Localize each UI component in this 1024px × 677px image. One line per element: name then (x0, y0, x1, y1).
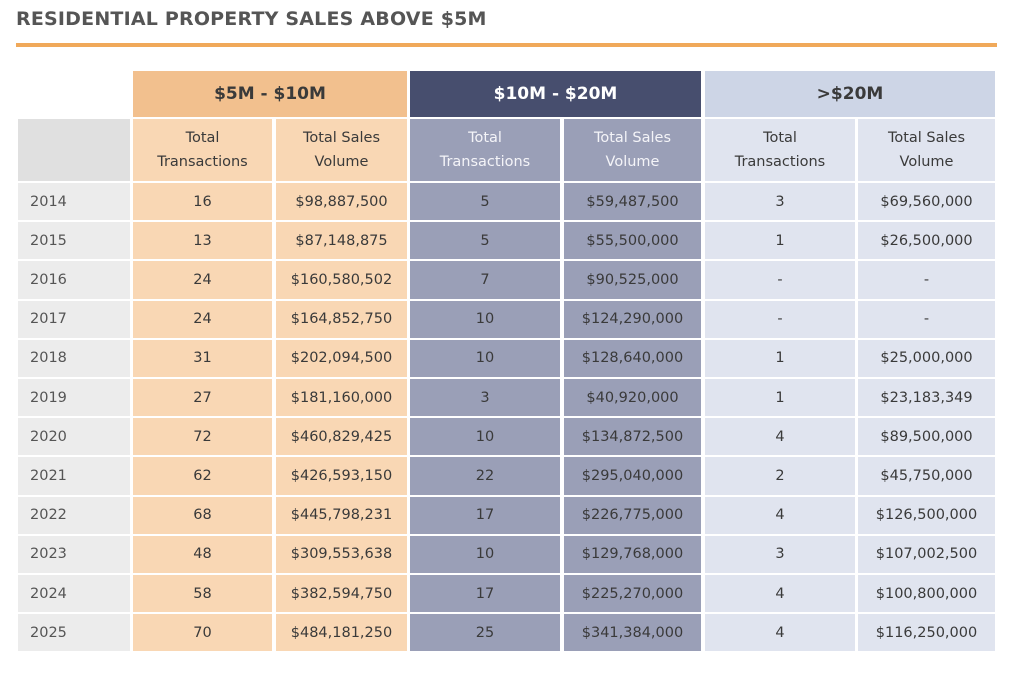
data-cell: $59,487,500 (564, 183, 701, 221)
column-header: Total Sales Volume (858, 119, 995, 181)
data-cell: 1 (705, 339, 855, 377)
column-header: Total Transactions (410, 119, 560, 181)
data-cell: $55,500,000 (564, 222, 701, 260)
data-cell: $40,920,000 (564, 379, 701, 417)
data-cell: 17 (410, 496, 560, 534)
data-cell: 2 (705, 457, 855, 495)
data-cell: 31 (133, 339, 272, 377)
title: RESIDENTIAL PROPERTY SALES ABOVE $5M (16, 8, 487, 30)
year-cell: 2014 (18, 183, 130, 221)
data-cell: 58 (133, 575, 272, 613)
data-cell: 5 (410, 183, 560, 221)
year-header (18, 119, 130, 181)
data-cell: $134,872,500 (564, 418, 701, 456)
data-cell: $100,800,000 (858, 575, 995, 613)
data-cell: 4 (705, 614, 855, 652)
data-cell: $90,525,000 (564, 261, 701, 299)
data-cell: 16 (133, 183, 272, 221)
data-cell: 1 (705, 222, 855, 260)
data-cell: 5 (410, 222, 560, 260)
column-header: Total Transactions (133, 119, 272, 181)
year-cell: 2019 (18, 379, 130, 417)
data-cell: 10 (410, 535, 560, 573)
data-cell: $164,852,750 (276, 300, 407, 338)
year-cell: 2020 (18, 418, 130, 456)
title-rule (16, 43, 997, 47)
data-cell: $295,040,000 (564, 457, 701, 495)
data-cell: $89,500,000 (858, 418, 995, 456)
data-cell: $181,160,000 (276, 379, 407, 417)
data-cell: $69,560,000 (858, 183, 995, 221)
data-cell: $129,768,000 (564, 535, 701, 573)
data-cell: - (858, 261, 995, 299)
year-cell: 2023 (18, 535, 130, 573)
data-cell: $426,593,150 (276, 457, 407, 495)
year-cell: 2017 (18, 300, 130, 338)
column-header: Total Sales Volume (564, 119, 701, 181)
data-cell: $45,750,000 (858, 457, 995, 495)
data-cell: $87,148,875 (276, 222, 407, 260)
group-header: $5M - $10M (133, 71, 407, 117)
group-header: $10M - $20M (410, 71, 701, 117)
data-cell: $445,798,231 (276, 496, 407, 534)
data-cell: $226,775,000 (564, 496, 701, 534)
data-cell: 13 (133, 222, 272, 260)
data-cell: 24 (133, 300, 272, 338)
data-cell: 10 (410, 339, 560, 377)
data-cell: $128,640,000 (564, 339, 701, 377)
data-cell: 10 (410, 418, 560, 456)
data-cell: $202,094,500 (276, 339, 407, 377)
data-cell: $126,500,000 (858, 496, 995, 534)
data-cell: 68 (133, 496, 272, 534)
data-cell: 4 (705, 575, 855, 613)
data-cell: 72 (133, 418, 272, 456)
data-cell: 17 (410, 575, 560, 613)
data-cell: 48 (133, 535, 272, 573)
data-cell: 4 (705, 418, 855, 456)
data-cell: $225,270,000 (564, 575, 701, 613)
column-header: Total Sales Volume (276, 119, 407, 181)
data-cell: $124,290,000 (564, 300, 701, 338)
data-cell: 24 (133, 261, 272, 299)
column-header: Total Transactions (705, 119, 855, 181)
data-cell: $107,002,500 (858, 535, 995, 573)
data-cell: $25,000,000 (858, 339, 995, 377)
data-cell: 27 (133, 379, 272, 417)
data-cell: - (858, 300, 995, 338)
year-cell: 2022 (18, 496, 130, 534)
year-cell: 2016 (18, 261, 130, 299)
group-header: >$20M (705, 71, 995, 117)
data-cell: 10 (410, 300, 560, 338)
data-cell: 3 (705, 535, 855, 573)
data-cell: 22 (410, 457, 560, 495)
data-cell: $160,580,502 (276, 261, 407, 299)
data-cell: 25 (410, 614, 560, 652)
data-cell: 3 (410, 379, 560, 417)
data-cell: 4 (705, 496, 855, 534)
year-cell: 2021 (18, 457, 130, 495)
data-cell: $382,594,750 (276, 575, 407, 613)
year-cell: 2024 (18, 575, 130, 613)
year-cell: 2018 (18, 339, 130, 377)
data-cell: $460,829,425 (276, 418, 407, 456)
data-cell: $116,250,000 (858, 614, 995, 652)
data-cell: 1 (705, 379, 855, 417)
data-cell: - (705, 300, 855, 338)
data-cell: 7 (410, 261, 560, 299)
data-cell: - (705, 261, 855, 299)
year-cell: 2015 (18, 222, 130, 260)
data-cell: $341,384,000 (564, 614, 701, 652)
data-cell: 62 (133, 457, 272, 495)
year-cell: 2025 (18, 614, 130, 652)
data-cell: $484,181,250 (276, 614, 407, 652)
data-cell: $309,553,638 (276, 535, 407, 573)
data-cell: $98,887,500 (276, 183, 407, 221)
data-cell: 3 (705, 183, 855, 221)
data-cell: 70 (133, 614, 272, 652)
data-cell: $26,500,000 (858, 222, 995, 260)
data-cell: $23,183,349 (858, 379, 995, 417)
